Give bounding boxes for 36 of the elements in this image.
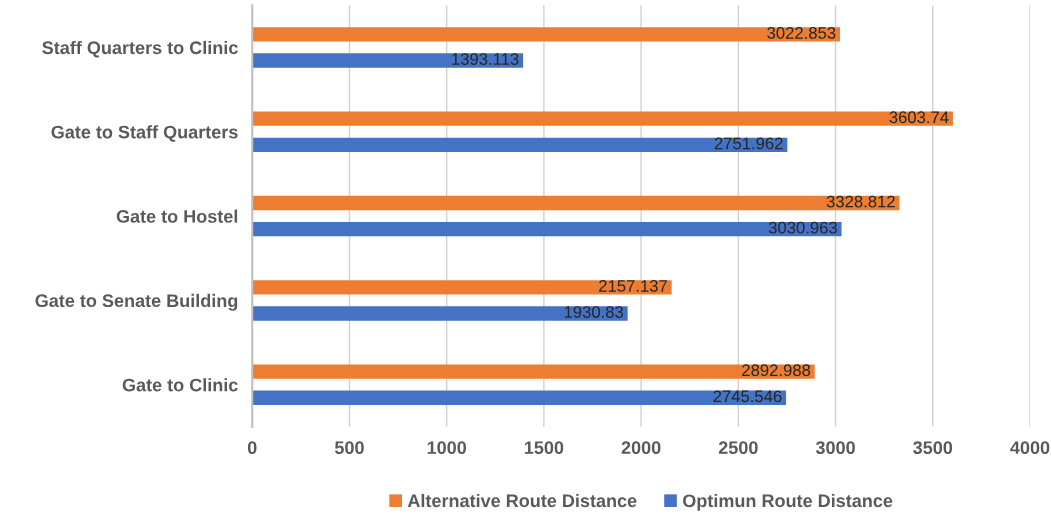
legend-label: Alternative Route Distance xyxy=(407,493,637,508)
bar xyxy=(252,364,815,379)
data-label: 2892.988 xyxy=(742,364,811,377)
data-label: 2745.546 xyxy=(713,390,782,403)
bar xyxy=(252,195,900,211)
bar xyxy=(252,390,787,405)
data-label: 3030.963 xyxy=(768,221,837,234)
bar xyxy=(252,137,788,152)
data-label: 3328.812 xyxy=(826,195,895,208)
bar xyxy=(252,27,840,42)
x-tick-label: 0 xyxy=(247,441,257,455)
y-tick-label: Gate to Senate Building xyxy=(35,293,238,311)
x-tick-label: 3000 xyxy=(815,441,855,455)
x-tick-label: 4000 xyxy=(1010,441,1050,455)
x-tick-label: 2500 xyxy=(718,441,758,455)
x-tick-label: 2000 xyxy=(621,441,661,455)
y-tick-label: Gate to Staff Quarters xyxy=(51,125,238,142)
bar xyxy=(252,111,953,126)
data-label: 1930.83 xyxy=(564,306,624,318)
x-tick-label: 3500 xyxy=(913,441,953,455)
x-tick-label: 500 xyxy=(334,441,364,455)
x-tick-label: 1500 xyxy=(524,441,564,455)
bar xyxy=(252,306,628,321)
bar xyxy=(252,53,524,68)
legend-label: Optimun Route Distance xyxy=(683,493,893,511)
y-tick-label: Gate to Clinic xyxy=(122,378,238,392)
bar xyxy=(252,221,842,237)
data-label: 1393.113 xyxy=(452,53,519,65)
data-label: 2157.137 xyxy=(599,279,667,292)
data-label: 2751.962 xyxy=(714,137,783,150)
data-label: 3603.74 xyxy=(889,111,949,124)
bar xyxy=(252,280,672,295)
data-label: 3022.853 xyxy=(767,27,836,39)
y-tick-label: Staff Quarters to Clinic xyxy=(42,40,238,58)
y-tick-label: Gate to Hostel xyxy=(116,209,238,223)
x-tick-label: 1000 xyxy=(427,441,467,455)
